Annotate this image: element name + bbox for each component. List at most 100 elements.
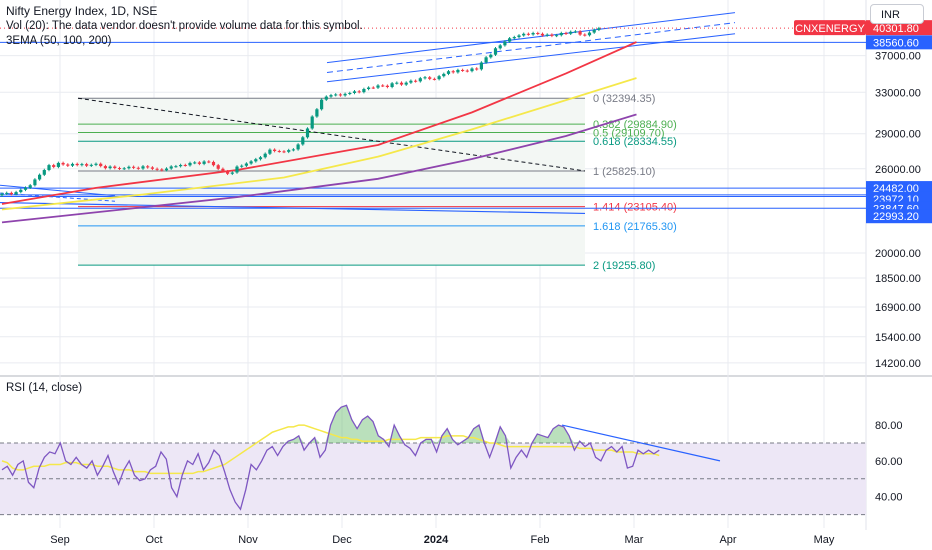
x-tick-label: Oct bbox=[145, 534, 162, 546]
candle-body bbox=[188, 162, 192, 166]
candle-body bbox=[183, 164, 187, 166]
candle-body bbox=[235, 166, 239, 173]
y-tick-label: 18500.00 bbox=[875, 273, 921, 285]
candle-body bbox=[277, 151, 281, 153]
candle-body bbox=[432, 78, 436, 80]
candle-body bbox=[508, 38, 512, 42]
rsi-overbought-fill bbox=[325, 405, 389, 443]
last-price-tag: 40301.80 bbox=[873, 23, 919, 35]
rsi-trendline bbox=[561, 424, 721, 462]
candle-body bbox=[334, 94, 338, 96]
candle-body bbox=[569, 31, 573, 34]
volume-note: Vol (20): The data vendor doesn't provid… bbox=[6, 20, 363, 32]
rsi-y-tick-label: 80.00 bbox=[875, 420, 903, 432]
candle-body bbox=[320, 99, 324, 110]
chart-title: Nifty Energy Index, 1D, NSE bbox=[6, 4, 158, 18]
candle-body bbox=[80, 164, 84, 166]
price-tag-bg bbox=[866, 35, 932, 50]
y-tick-label: 29000.00 bbox=[875, 129, 921, 141]
candle-body bbox=[573, 31, 577, 33]
candle-body bbox=[103, 166, 107, 169]
candle-body bbox=[564, 32, 568, 34]
candle-body bbox=[70, 163, 75, 166]
candle-body bbox=[258, 157, 263, 160]
candle-body bbox=[390, 83, 394, 87]
x-tick-label: Sep bbox=[50, 534, 70, 546]
candle-body bbox=[475, 68, 479, 70]
candle-body bbox=[517, 35, 521, 38]
x-tick-label: Dec bbox=[332, 534, 352, 546]
candle-body bbox=[254, 159, 258, 162]
candle-body bbox=[113, 166, 117, 169]
candle-body bbox=[282, 151, 286, 153]
candle-body bbox=[540, 33, 545, 36]
candle-body bbox=[211, 161, 216, 166]
channel-left-mid bbox=[0, 192, 116, 202]
candle-body bbox=[338, 94, 342, 96]
candle-body bbox=[89, 164, 93, 166]
candle-body bbox=[141, 166, 145, 169]
candle-body bbox=[512, 37, 516, 39]
candle-body bbox=[122, 168, 126, 170]
candle-body bbox=[385, 85, 389, 87]
candle-body bbox=[489, 54, 493, 58]
price-axis-bg bbox=[866, 0, 932, 550]
candle-body bbox=[99, 163, 103, 167]
candle-body bbox=[216, 165, 220, 169]
rsi-overbought-fill bbox=[309, 437, 320, 443]
rsi-overbought-fill bbox=[494, 426, 511, 443]
candle-body bbox=[437, 76, 441, 80]
ema-200-line bbox=[1, 113, 637, 224]
candle-body bbox=[47, 165, 51, 171]
candle-body bbox=[5, 192, 9, 194]
candle-body bbox=[132, 166, 136, 168]
candle-body bbox=[179, 164, 183, 167]
candle-body bbox=[23, 187, 28, 190]
candle-body bbox=[268, 149, 272, 154]
candle-body bbox=[169, 166, 173, 169]
currency-selector[interactable]: INR bbox=[870, 4, 924, 24]
fib-trend-line bbox=[77, 97, 586, 172]
candle-body bbox=[33, 179, 37, 186]
candle-body bbox=[305, 128, 310, 138]
candle-body bbox=[343, 93, 347, 96]
price-tag-bg bbox=[866, 209, 932, 224]
candle-body bbox=[174, 166, 178, 168]
candle-body bbox=[19, 189, 23, 193]
candle-body bbox=[117, 168, 122, 170]
candle-body bbox=[56, 162, 60, 167]
candle-body bbox=[465, 70, 469, 72]
channel-lower bbox=[326, 33, 736, 83]
candle-body bbox=[550, 34, 554, 36]
candle-body bbox=[592, 29, 596, 33]
candle-body bbox=[108, 166, 112, 169]
channel-upper bbox=[326, 12, 736, 64]
candle-body bbox=[136, 167, 140, 169]
candle-body bbox=[273, 149, 277, 152]
candle-body bbox=[226, 171, 230, 174]
candle-body bbox=[9, 192, 13, 195]
candle-body bbox=[442, 73, 446, 77]
candle-body bbox=[461, 69, 465, 71]
fib-level-label: 2 (19255.80) bbox=[593, 260, 655, 272]
trendline-down bbox=[0, 201, 586, 215]
candle-body bbox=[240, 165, 244, 167]
candle-body bbox=[94, 163, 98, 165]
ema-legend[interactable]: 3EMA (50, 100, 200) bbox=[6, 35, 112, 47]
candle-body bbox=[249, 161, 253, 164]
candle-body bbox=[367, 87, 371, 90]
candle-body bbox=[536, 32, 540, 34]
y-tick-label: 16900.00 bbox=[875, 302, 921, 314]
price-tag: 22993.20 bbox=[873, 211, 919, 223]
candle-body bbox=[193, 162, 197, 164]
candle-body bbox=[329, 95, 333, 97]
fib-level-label: 1.414 (23105.40) bbox=[593, 202, 677, 214]
candle-body bbox=[0, 193, 4, 196]
candle-body bbox=[324, 96, 328, 100]
candle-body bbox=[451, 71, 455, 73]
fib-zone bbox=[78, 98, 585, 266]
rsi-legend[interactable]: RSI (14, close) bbox=[6, 382, 83, 394]
candle-body bbox=[409, 80, 413, 83]
price-tag: 38560.60 bbox=[873, 37, 919, 49]
